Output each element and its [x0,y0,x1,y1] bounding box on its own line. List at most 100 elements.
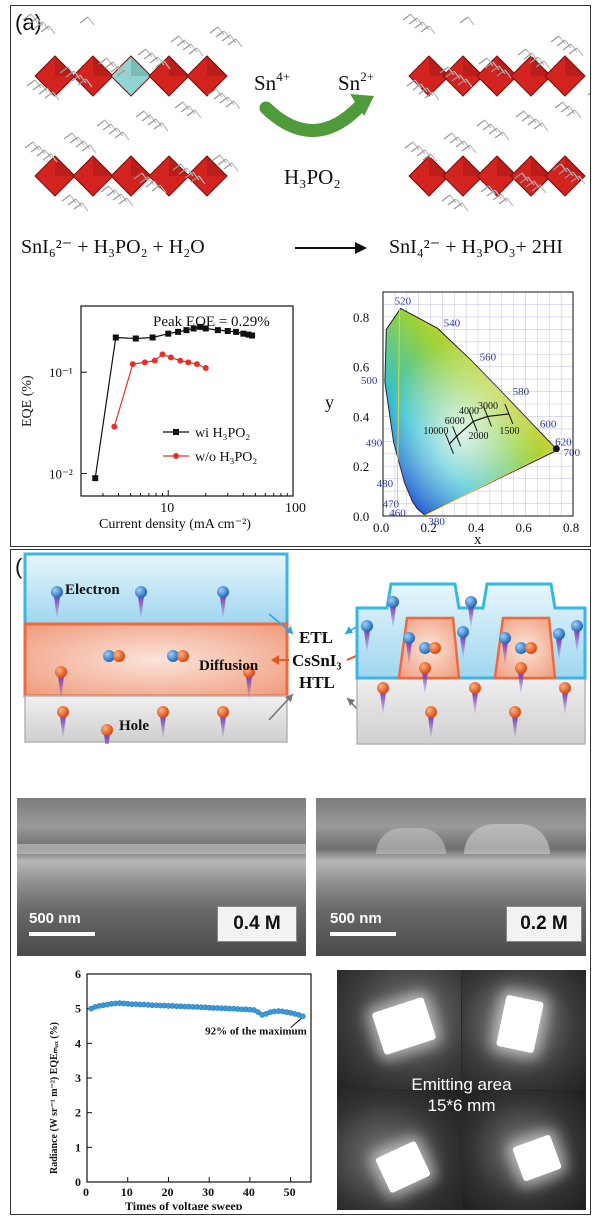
x-tick-label: 0.0 [373,520,389,535]
reference-line [396,309,401,504]
carrier-tail [390,606,396,630]
legend-marker [173,453,179,459]
data-point [149,334,156,341]
y-tick-label: 1 [75,1140,81,1154]
isotherm-tick [504,403,514,425]
data-point [141,359,148,366]
carrier-tail [502,642,508,666]
wavelength-label: 580 [513,386,530,398]
carrier-tail [60,716,66,740]
data-point [197,323,204,330]
y-axis-label: Radiance (W sr⁻¹ m⁻²) EQEₘₐₓ (%) [49,1022,60,1174]
y-tick-label: 0 [75,1175,81,1189]
hole-particle [469,682,481,694]
wavelength-label: 470 [382,499,399,511]
data-point [249,332,256,339]
exciton-hole [177,650,189,662]
carrier-tail [468,606,474,630]
data-point [255,1009,261,1015]
panel-b: (b) Electron Diffusion Hole ETL CsSnI₃ H… [10,549,591,1215]
x-tick-label: 40 [243,1185,255,1199]
sem-image-0.2M: 500 nm 0.2 M [316,798,586,956]
data-point [202,364,209,371]
hole-particle [425,706,437,718]
cct-label: 4000 [459,406,479,417]
carrier-tail [220,596,226,620]
data-point [190,325,197,332]
octahedron [186,155,228,197]
octahedron [476,155,518,197]
x-tick-label: 0.2 [421,520,437,535]
reagent-label: H₃PO₂ [284,165,341,189]
hole-particle [419,662,431,674]
y-tick-label: 0.0 [353,509,369,524]
wavelength-label: 560 [480,352,497,364]
hole-particle [217,706,229,718]
emitting-area-line2: 15*6 mm [427,1096,496,1115]
carrier-tail [220,716,226,740]
wavelength-label: 380 [428,516,445,528]
concentration-label: 0.4 M [217,906,297,942]
legend-label: w/o H₃PO₂ [195,450,257,465]
carrier-tail [138,596,144,620]
x-tick-label: 20 [161,1185,173,1199]
data-point [240,330,247,337]
electron-particle [465,596,477,608]
electron-particle [457,626,469,638]
data-point [132,335,139,342]
hole-particle [515,662,527,674]
wavelength-label: 490 [366,438,383,450]
annotation-arrow [290,1017,302,1029]
carrier-tail [380,692,386,716]
data-point [111,423,118,430]
etl-label: ETL [299,628,334,647]
panel-a: (a) Sn4+ Sn2+ H₃PO₂ SnI₆²⁻ + H₃PO₂ + H₂O… [10,5,591,547]
y-tick-label: 3 [75,1071,81,1085]
data-point [183,327,190,334]
exciton-hole [113,650,125,662]
data-point [151,357,158,364]
electron-particle [51,586,63,598]
electron-particle [387,596,399,608]
htl-label: HTL [299,673,335,692]
reduction-arrow: Sn4+ Sn2+ H₃PO₂ [254,69,374,189]
data-point [167,354,174,361]
emitting-area-line1: Emitting area [411,1075,512,1094]
isotherm-tick [445,433,454,455]
y-tick-label: 10⁻¹ [49,365,73,380]
cct-label: 1500 [499,426,519,437]
data-point [245,331,252,338]
hole-particle [559,682,571,694]
data-point [129,361,136,368]
y-tick-label: 10⁻² [49,467,73,482]
isotherm-tick [483,406,492,427]
wavelength-label: 500 [361,375,378,387]
legend-marker [173,429,179,435]
cct-label: 10000 [423,426,448,437]
octahedron [110,155,152,197]
data-point [92,475,99,482]
exciton-hole [429,642,441,654]
data-point [185,359,192,366]
wavelength-label: 700 [564,447,581,459]
plot-frame [80,305,294,497]
carrier-tail [422,672,428,696]
exciton-hole [525,642,537,654]
device-schematic-0.2M [355,582,587,745]
isotherm-tick [452,426,462,447]
y-tick-label: 0.2 [353,459,369,474]
carrier-tail [364,630,370,654]
exciton-electron [419,642,431,654]
carrier-tail [406,642,412,666]
x-tick-label: 0.6 [516,520,533,535]
carrier-tail [104,734,110,744]
carrier-tail [574,630,580,654]
wavelength-label: 620 [555,436,572,448]
electron-particle [135,586,147,598]
exciton-electron [515,642,527,654]
device-schematic-0.4M: Electron Diffusion Hole [23,552,289,744]
data-point [112,334,119,341]
octahedron [34,55,76,97]
scale-bar-label: 500 nm [29,910,81,927]
x-tick-label: 30 [202,1185,214,1199]
